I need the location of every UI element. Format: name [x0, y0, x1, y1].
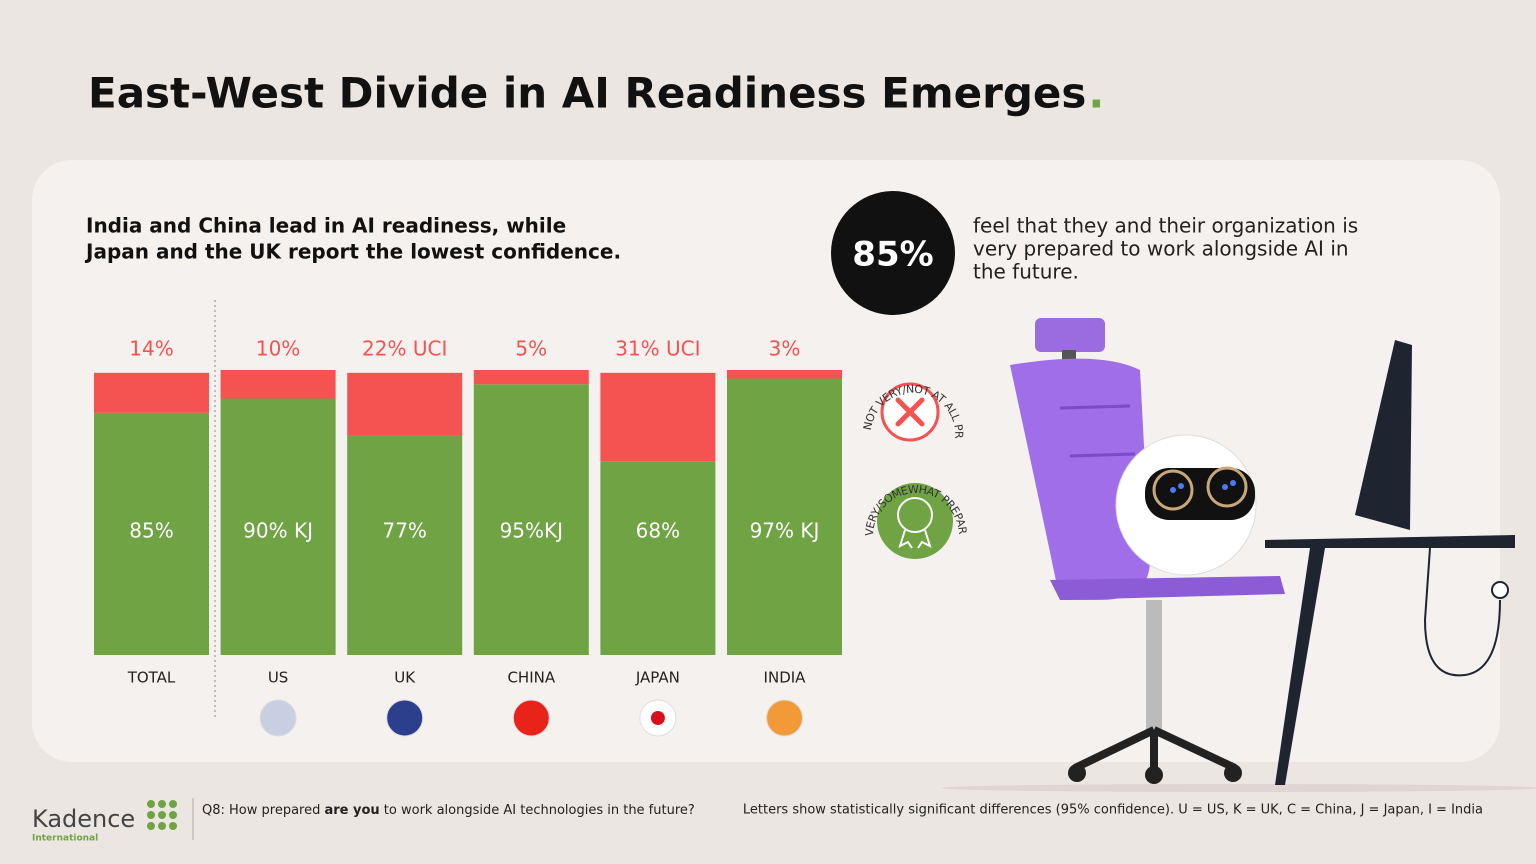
bar-segment — [600, 461, 716, 655]
illustration — [940, 318, 1536, 792]
x-tick-label: UK — [394, 669, 416, 687]
subtitle: India and China lead in AI readiness, wh… — [86, 214, 566, 238]
bar-segment — [600, 372, 716, 462]
bar-segment — [220, 370, 336, 399]
x-tick-label: TOTAL — [127, 669, 176, 687]
callout-text: the future. — [973, 260, 1079, 284]
brand-dots — [147, 800, 177, 830]
value-label: 77% — [382, 519, 426, 543]
subtitle: Japan and the UK report the lowest confi… — [84, 240, 621, 264]
x-tick-label: CHINA — [507, 669, 555, 687]
value-label: 10% — [256, 337, 300, 361]
value-label: 3% — [769, 337, 801, 361]
bar-segment — [347, 372, 463, 436]
bar-segment — [94, 412, 209, 655]
title-mark: . — [1088, 69, 1104, 118]
value-label: 68% — [636, 519, 680, 543]
legend-icon — [895, 397, 925, 427]
bar-segment — [347, 435, 463, 655]
value-label: 22% UCI — [362, 337, 447, 361]
value-label: 97% KJ — [750, 519, 820, 543]
value-label: 85% — [129, 519, 173, 543]
callout-figure: 85% — [852, 235, 933, 275]
value-label: 95%KJ — [500, 519, 563, 543]
legend-icon — [877, 483, 953, 559]
bar-segment — [94, 372, 209, 413]
bar-segment — [220, 398, 336, 655]
question-part: Q8: How prepared — [202, 803, 324, 818]
question-part: to work alongside AI technologies in the… — [380, 803, 695, 818]
question-part: are you — [324, 803, 379, 818]
value-label: 90% KJ — [243, 519, 313, 543]
callout-text: very prepared to work alongside AI in — [973, 237, 1349, 261]
callout-circle — [831, 191, 955, 315]
x-tick-label: US — [268, 669, 289, 687]
footnote: Letters show statistically significant d… — [743, 803, 1483, 818]
bar-segment — [473, 370, 589, 385]
question: Q8: How prepared are you to work alongsi… — [202, 803, 695, 818]
bar-segment — [473, 384, 589, 655]
brand: Kadence — [32, 805, 135, 833]
title: East-West Divide in AI Readiness Emerges — [88, 69, 1086, 118]
bar-segment — [727, 378, 842, 655]
flag — [766, 699, 803, 737]
flag — [650, 711, 665, 725]
brand-sub: International — [32, 834, 98, 844]
x-tick-label: JAPAN — [635, 669, 680, 687]
legend-icon — [898, 529, 932, 549]
flag — [512, 699, 550, 737]
bar-segment — [727, 370, 842, 379]
x-tick-label: INDIA — [764, 669, 807, 687]
value-label: 31% UCI — [615, 337, 700, 361]
value-label: 5% — [515, 337, 547, 361]
callout-text: feel that they and their organization is — [973, 214, 1358, 238]
value-label: 14% — [129, 337, 173, 361]
flag — [259, 699, 297, 737]
flag — [386, 699, 424, 737]
legend-icon — [897, 497, 933, 533]
